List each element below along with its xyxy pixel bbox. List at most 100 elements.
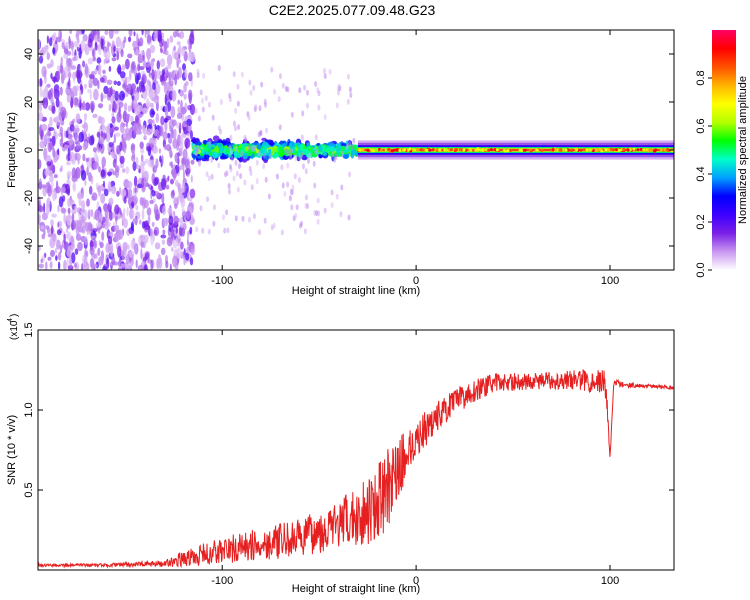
noise-blob xyxy=(83,122,89,133)
noise-blob xyxy=(145,158,148,164)
haze-blob xyxy=(229,149,233,156)
noise-blob xyxy=(138,37,144,47)
noise-blob xyxy=(50,225,54,235)
noise-blob xyxy=(55,235,58,245)
haze-blob xyxy=(234,159,238,166)
haze-blob xyxy=(283,190,287,197)
haze-blob xyxy=(239,173,243,179)
noise-blob xyxy=(185,252,190,261)
noise-blob xyxy=(122,208,126,216)
noise-blob xyxy=(39,77,43,87)
y-tick-label: 0 xyxy=(23,147,35,153)
noise-blob xyxy=(85,157,90,162)
haze-blob xyxy=(227,183,231,189)
noise-blob xyxy=(153,32,157,42)
haze-blob xyxy=(323,114,327,121)
haze-blob xyxy=(210,156,214,163)
noise-blob xyxy=(61,39,66,45)
noise-blob xyxy=(118,187,122,195)
noise-blob xyxy=(105,53,108,61)
noise-blob xyxy=(176,112,183,119)
haze-blob xyxy=(258,105,262,112)
noise-blob xyxy=(177,134,182,147)
noise-blob xyxy=(145,98,150,108)
noise-blob xyxy=(96,131,101,138)
noise-blob xyxy=(52,32,57,44)
noise-blob xyxy=(55,255,58,261)
noise-blob xyxy=(50,249,55,258)
noise-blob xyxy=(81,263,84,270)
noise-blob xyxy=(176,58,182,64)
noise-blob xyxy=(142,54,145,62)
noise-blob xyxy=(124,102,128,112)
colorbar-tick-label: 0.0 xyxy=(695,262,707,277)
noise-blob xyxy=(142,107,149,114)
noise-blob xyxy=(61,70,66,81)
noise-blob xyxy=(91,228,93,234)
noise-blob xyxy=(94,41,98,51)
signal-blob xyxy=(269,141,275,147)
noise-blob xyxy=(98,136,105,145)
haze-blob xyxy=(247,114,251,121)
noise-blob xyxy=(173,45,176,51)
noise-blob xyxy=(117,267,123,270)
noise-blob xyxy=(44,167,50,177)
colorbar-gradient xyxy=(712,30,736,270)
carrier-blob xyxy=(481,148,485,152)
noise-blob xyxy=(100,37,104,50)
noise-blob xyxy=(180,46,186,57)
haze-blob xyxy=(270,66,274,73)
haze-blob xyxy=(272,222,276,229)
noise-blob xyxy=(100,253,104,263)
noise-blob xyxy=(72,181,76,192)
noise-blob xyxy=(165,260,169,269)
noise-blob xyxy=(189,242,195,249)
noise-blob xyxy=(81,214,84,224)
noise-blob xyxy=(152,137,157,145)
noise-blob xyxy=(49,237,56,249)
carrier-blob xyxy=(540,149,544,153)
haze-blob xyxy=(316,218,320,225)
haze-blob xyxy=(334,153,338,160)
noise-blob xyxy=(184,167,191,175)
carrier-blob xyxy=(639,148,643,151)
noise-blob xyxy=(99,116,105,125)
haze-blob xyxy=(250,184,254,191)
noise-blob xyxy=(182,63,186,71)
noise-blob xyxy=(100,193,106,204)
carrier-blob xyxy=(604,148,608,152)
haze-blob xyxy=(254,104,258,111)
noise-blob xyxy=(76,220,81,230)
haze-blob xyxy=(280,164,284,171)
noise-blob xyxy=(48,184,52,190)
noise-blob xyxy=(108,30,114,40)
noise-blob xyxy=(178,44,182,55)
noise-blob xyxy=(82,142,88,151)
noise-blob xyxy=(119,141,123,152)
noise-blob xyxy=(133,217,139,225)
x-tick-label: 100 xyxy=(601,575,619,587)
noise-blob xyxy=(73,97,79,106)
noise-blob xyxy=(140,154,144,162)
noise-blob xyxy=(145,251,149,257)
haze-blob xyxy=(314,134,318,141)
noise-blob xyxy=(115,165,120,173)
noise-blob xyxy=(58,196,64,208)
noise-blob xyxy=(189,103,196,116)
carrier-blob xyxy=(598,147,602,151)
noise-blob xyxy=(81,30,85,35)
noise-blob xyxy=(102,124,106,134)
haze-blob xyxy=(252,213,256,220)
noise-blob xyxy=(137,105,143,112)
noise-blob xyxy=(190,209,193,216)
noise-blob xyxy=(150,235,154,246)
noise-blob xyxy=(171,89,177,102)
haze-blob xyxy=(243,179,247,186)
noise-blob xyxy=(170,190,175,199)
noise-blob xyxy=(53,88,60,100)
haze-blob xyxy=(197,115,201,122)
colorbar-tick-label: 0.4 xyxy=(695,166,707,181)
noise-blob xyxy=(176,41,181,46)
noise-blob xyxy=(159,41,164,48)
noise-blob xyxy=(179,165,183,171)
